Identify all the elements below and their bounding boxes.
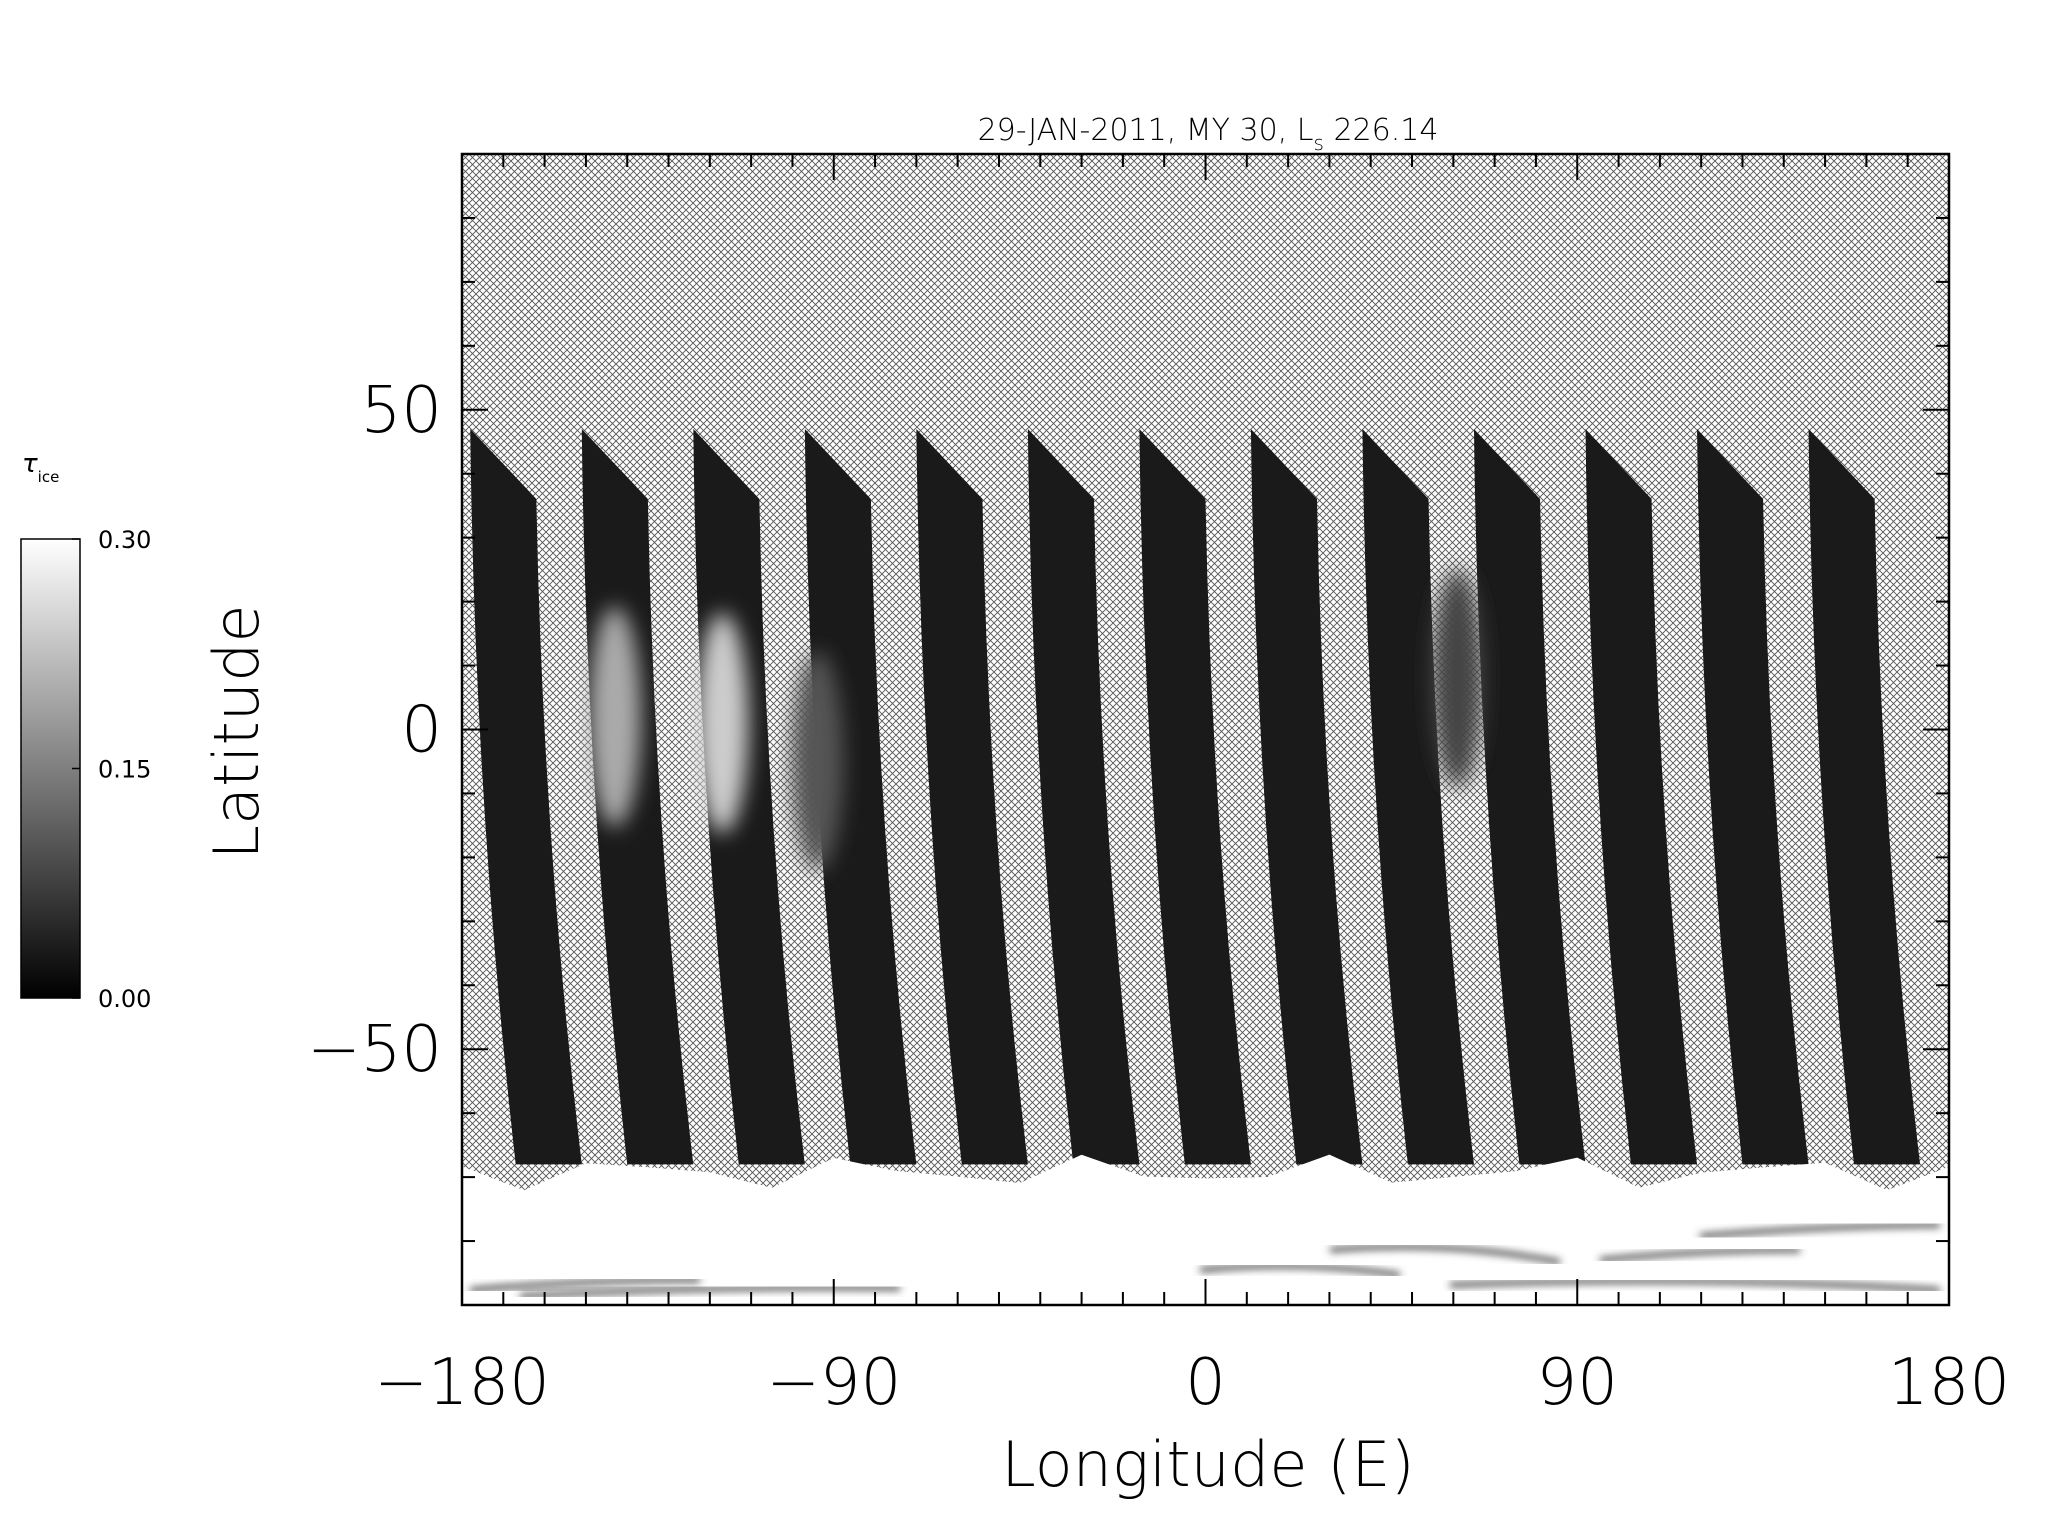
ice-swath xyxy=(1362,428,1474,1165)
y-tick-label: 0 xyxy=(401,694,442,768)
x-tick-label: −180 xyxy=(374,1346,550,1420)
plot-area xyxy=(462,154,1949,1305)
ice-swath xyxy=(1808,428,1921,1165)
colorbar: τice 0.30 0.15 0.00 xyxy=(20,449,151,1013)
y-axis-label: Latitude xyxy=(200,604,273,859)
bright-patch-layer xyxy=(588,568,1484,872)
chart-title: 29-JAN-2011, MY 30, Ls 226.14 xyxy=(978,113,1439,155)
polar-ice-band xyxy=(462,1154,1949,1305)
polar-streak xyxy=(1329,1244,1561,1265)
y-tick-label: −50 xyxy=(307,1013,442,1087)
ice-swath xyxy=(470,428,582,1165)
colorbar-tick-label: 0.15 xyxy=(98,756,151,784)
x-tick-label: 180 xyxy=(1888,1346,2010,1420)
ice-swath xyxy=(1697,428,1809,1165)
swath-layer xyxy=(470,428,1921,1165)
ice-swath xyxy=(1027,428,1140,1165)
x-tick-label: 90 xyxy=(1537,1346,1618,1420)
x-axis-label: Longitude (E) xyxy=(1001,1428,1414,1501)
axis-tick-labels: −180 −90 0 90 180 −50 0 50 xyxy=(307,374,2010,1420)
polar-streak xyxy=(1449,1278,1941,1293)
bright-ice-patch xyxy=(791,651,844,872)
bright-ice-patch xyxy=(1431,568,1484,789)
x-tick-label: −90 xyxy=(766,1346,901,1420)
bright-ice-patch xyxy=(588,606,641,827)
polar-streak xyxy=(1599,1247,1801,1263)
south-polar-band xyxy=(462,1154,1949,1305)
ice-swath xyxy=(1250,428,1363,1165)
colorbar-tick-label: 0.00 xyxy=(98,985,151,1013)
colorbar-gradient xyxy=(20,538,81,999)
polar-streak xyxy=(469,1277,701,1293)
polar-streak xyxy=(519,1285,901,1299)
axis-ticks xyxy=(461,153,1950,1306)
bright-ice-patch xyxy=(696,613,749,834)
ice-swath xyxy=(804,428,917,1165)
ice-swath xyxy=(1585,428,1698,1165)
polar-streak xyxy=(1199,1263,1401,1278)
ice-swath xyxy=(916,428,1028,1165)
ice-swath xyxy=(693,428,805,1165)
polar-streak xyxy=(1699,1222,1941,1239)
y-tick-label: 50 xyxy=(361,374,442,448)
colorbar-title: τice xyxy=(22,449,59,486)
colorbar-tick-label: 0.30 xyxy=(98,526,151,554)
x-tick-label: 0 xyxy=(1185,1346,1226,1420)
colorbar-ticks: 0.30 0.15 0.00 xyxy=(72,526,151,1013)
ice-swath xyxy=(1139,428,1251,1165)
ice-swath xyxy=(1473,428,1586,1165)
